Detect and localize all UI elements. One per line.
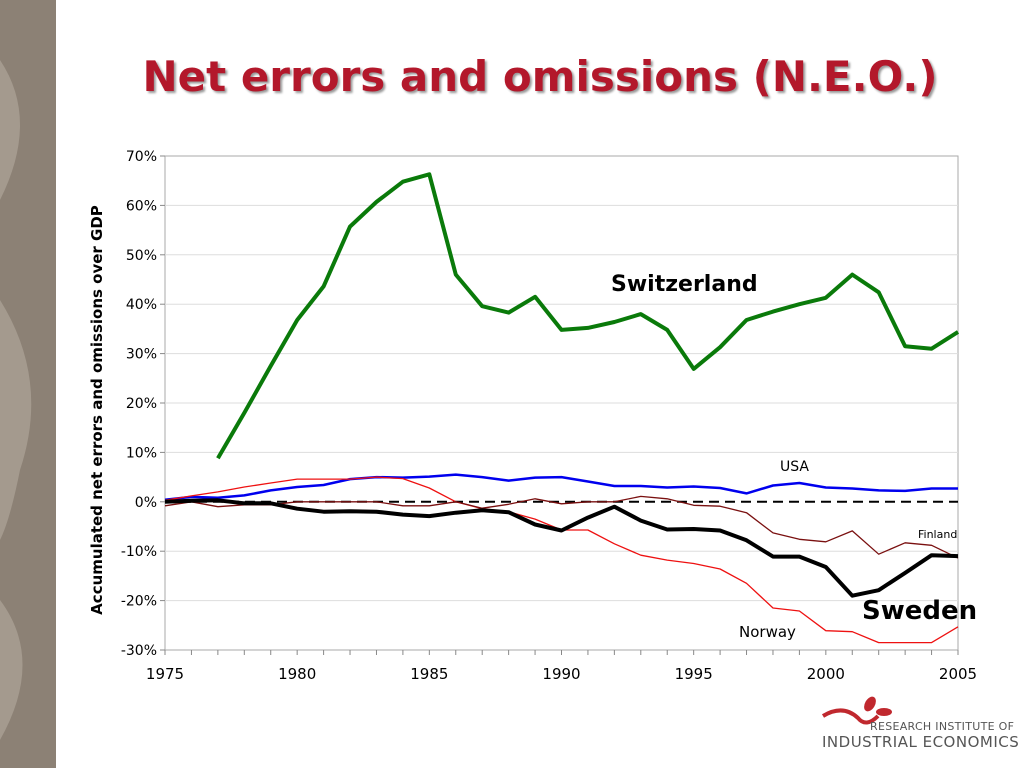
logo-text-line1: RESEARCH INSTITUTE OF xyxy=(870,720,1015,733)
x-tick-label: 2000 xyxy=(807,665,845,683)
annotation-switzerland: Switzerland xyxy=(611,272,758,297)
y-tick-label: 60% xyxy=(126,198,157,214)
y-tick-label: 0% xyxy=(135,495,157,511)
series-line-switzerland xyxy=(216,172,960,460)
y-tick-label: -30% xyxy=(121,643,157,659)
y-axis-label: Accumulated net errors and omissions ove… xyxy=(88,205,106,615)
x-tick-label: 2005 xyxy=(939,665,977,683)
annotation-norway: Norway xyxy=(739,623,796,641)
decorative-side-band xyxy=(0,0,56,768)
y-tick-label: 30% xyxy=(126,347,157,363)
y-tick-label: 70% xyxy=(126,149,157,165)
x-tick-label: 1975 xyxy=(146,665,184,683)
y-tick-label: 40% xyxy=(126,297,157,313)
x-tick-label: 1995 xyxy=(675,665,713,683)
series-line-sweden xyxy=(164,498,959,598)
logo-text-line2: INDUSTRIAL ECONOMICS xyxy=(822,733,1020,751)
annotation-sweden: Sweden xyxy=(862,596,977,626)
y-tick-label: -10% xyxy=(121,544,157,560)
logo-icon xyxy=(821,696,892,725)
y-tick-label: 20% xyxy=(126,396,157,412)
x-tick-label: 1990 xyxy=(542,665,580,683)
x-tick-label: 1980 xyxy=(278,665,316,683)
series-line-finland xyxy=(164,495,959,559)
annotation-finland: Finland xyxy=(918,528,957,541)
y-tick-label: 10% xyxy=(126,445,157,461)
x-tick-label: 1985 xyxy=(410,665,448,683)
y-tick-label: 50% xyxy=(126,248,157,264)
y-tick-label: -20% xyxy=(121,594,157,610)
annotation-usa: USA xyxy=(780,459,809,475)
slide-title: Net errors and omissions (N.E.O.) xyxy=(142,52,938,101)
series-line-usa xyxy=(164,473,958,502)
